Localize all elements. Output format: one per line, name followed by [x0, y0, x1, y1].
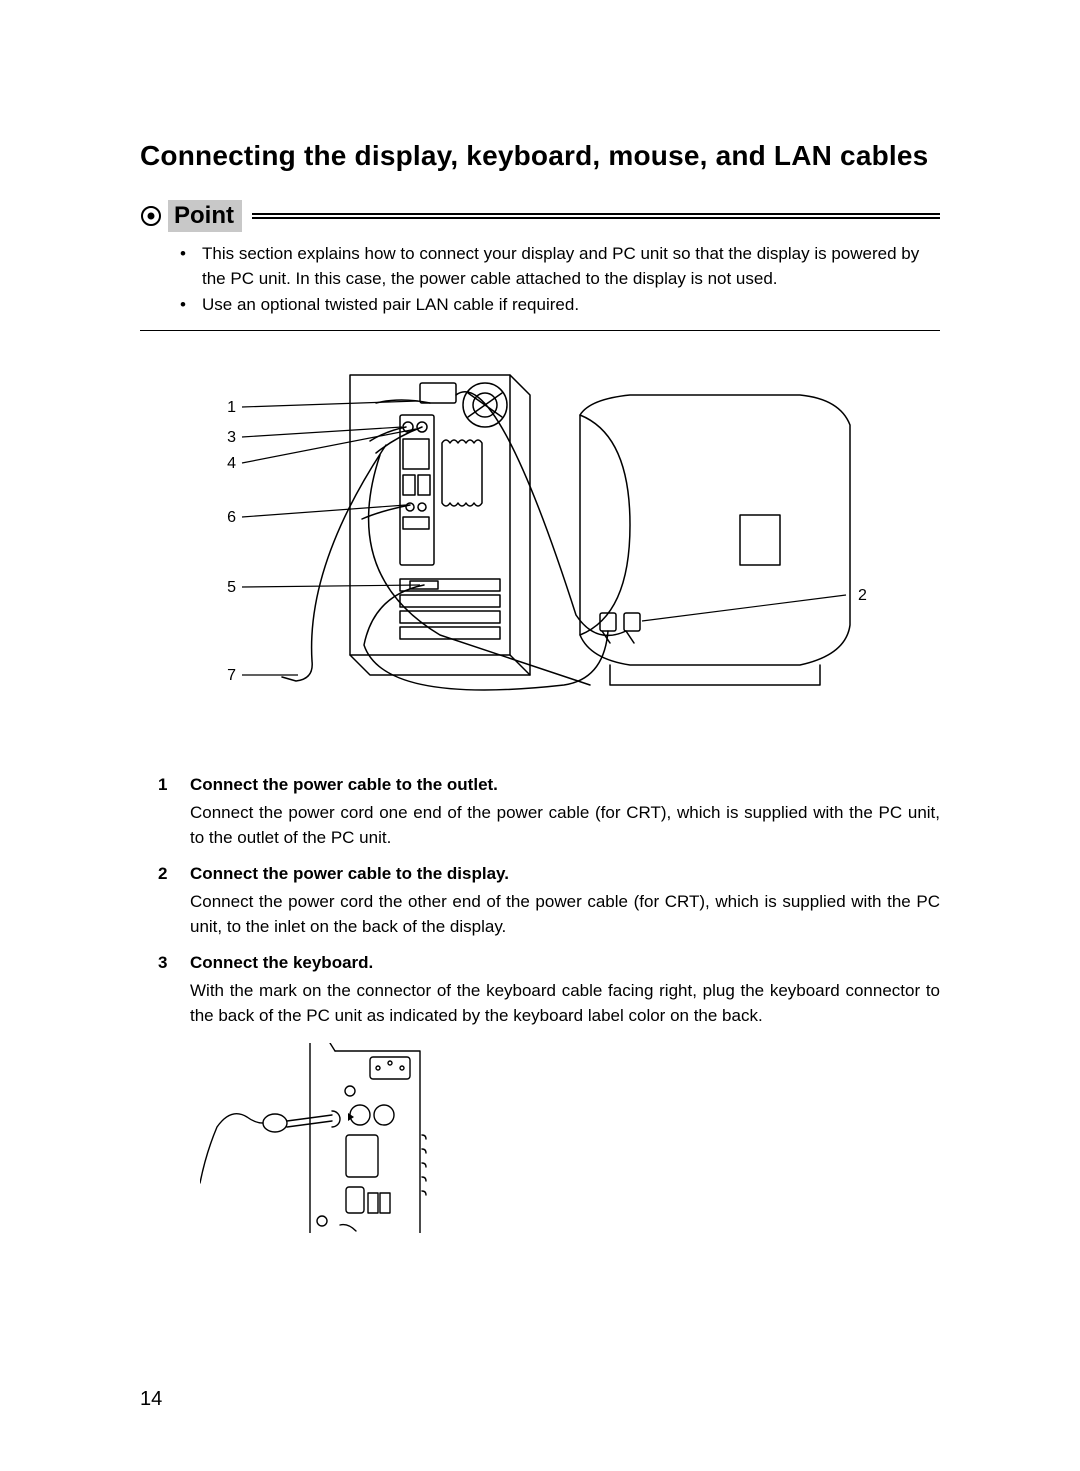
step-title: Connect the keyboard. — [190, 953, 373, 973]
point-bullet: • Use an optional twisted pair LAN cable… — [178, 293, 940, 318]
callout-4: 4 — [227, 455, 236, 472]
step-title: Connect the power cable to the outlet. — [190, 775, 498, 795]
point-bullet: • This section explains how to connect y… — [178, 242, 940, 291]
point-bullets: • This section explains how to connect y… — [140, 242, 940, 331]
callout-6: 6 — [227, 509, 236, 526]
point-rule — [252, 213, 940, 219]
step-body: Connect the power cord one end of the po… — [158, 801, 940, 850]
figure-keyboard-connector — [200, 1043, 430, 1233]
step-body: With the mark on the connector of the ke… — [158, 979, 940, 1028]
callout-5: 5 — [227, 579, 236, 596]
page-title: Connecting the display, keyboard, mouse,… — [140, 140, 940, 172]
callout-3: 3 — [227, 429, 236, 446]
step-number: 1 — [158, 775, 190, 795]
bullet-dot-icon: • — [178, 242, 202, 291]
target-icon — [140, 205, 162, 227]
step-2: 2 Connect the power cable to the display… — [158, 864, 940, 939]
step-number: 3 — [158, 953, 190, 973]
callout-7: 7 — [227, 667, 236, 684]
steps: 1 Connect the power cable to the outlet.… — [140, 775, 940, 1233]
callout-2: 2 — [858, 587, 867, 604]
step-body: Connect the power cord the other end of … — [158, 890, 940, 939]
step-1: 1 Connect the power cable to the outlet.… — [158, 775, 940, 850]
step-3: 3 Connect the keyboard. With the mark on… — [158, 953, 940, 1028]
figure-connections: 1 3 4 6 5 7 2 — [210, 355, 870, 735]
step-number: 2 — [158, 864, 190, 884]
point-header: Point — [140, 200, 940, 232]
bullet-dot-icon: • — [178, 293, 202, 318]
bullet-text: Use an optional twisted pair LAN cable i… — [202, 293, 579, 318]
point-label: Point — [168, 200, 242, 232]
bullet-text: This section explains how to connect you… — [202, 242, 940, 291]
step-title: Connect the power cable to the display. — [190, 864, 509, 884]
page-number: 14 — [140, 1388, 162, 1411]
callout-1: 1 — [227, 399, 236, 416]
